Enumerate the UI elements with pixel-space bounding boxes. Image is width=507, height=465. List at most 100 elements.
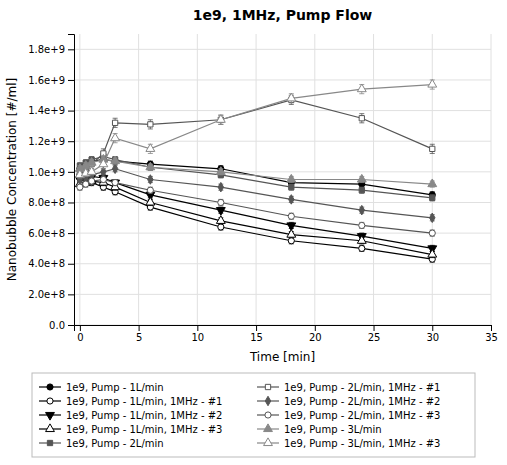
point bbox=[147, 187, 153, 193]
error-bar bbox=[289, 238, 294, 244]
point bbox=[357, 236, 366, 244]
point bbox=[89, 178, 95, 184]
y-tick-mark bbox=[68, 325, 74, 326]
series-line bbox=[80, 180, 432, 234]
legend-swatch-marker bbox=[47, 440, 52, 445]
point bbox=[112, 179, 118, 185]
x-tick-label: 10 bbox=[191, 332, 204, 343]
x-tick-label: 20 bbox=[309, 332, 322, 343]
data-area bbox=[75, 79, 436, 262]
x-axis: 0 5 10 15 20 25 30 35 bbox=[75, 325, 498, 343]
point bbox=[148, 122, 153, 127]
legend-item: 1e9, Pump - 1L/min bbox=[39, 382, 164, 393]
y-axis: 0.02.0e+84.0e+86.0e+88.0e+81.0e+91.2e+91… bbox=[28, 35, 74, 331]
x-axis-line bbox=[75, 326, 492, 332]
point bbox=[359, 188, 364, 193]
point bbox=[287, 174, 296, 182]
x-tick-mark bbox=[256, 325, 257, 331]
x-tick-label: 30 bbox=[426, 332, 439, 343]
point bbox=[87, 158, 96, 166]
x-tick-mark bbox=[197, 325, 198, 331]
grid-line-y bbox=[74, 202, 491, 203]
point bbox=[357, 84, 366, 92]
y-tick: 2.0e+8 bbox=[28, 289, 74, 300]
y-tick-mark bbox=[68, 172, 74, 173]
y-tick: 1.0e+9 bbox=[28, 167, 74, 178]
series-line bbox=[80, 157, 432, 198]
point bbox=[428, 79, 437, 87]
y-tick-mark bbox=[68, 111, 74, 112]
point bbox=[218, 182, 223, 191]
y-tick-label: 1.6e+9 bbox=[28, 75, 65, 86]
legend-swatch-marker bbox=[265, 396, 270, 405]
x-tick: 0 bbox=[77, 325, 83, 343]
x-tick-label: 0 bbox=[77, 332, 83, 343]
point bbox=[288, 238, 294, 244]
x-tick-label: 15 bbox=[250, 332, 263, 343]
error-bar bbox=[113, 118, 118, 127]
error-bar bbox=[113, 180, 118, 186]
y-axis-line bbox=[68, 35, 75, 326]
x-tick: 10 bbox=[191, 325, 204, 343]
legend-label: 1e9, Pump - 1L/min, 1MHz - #3 bbox=[66, 424, 222, 435]
y-tick: 1.4e+9 bbox=[28, 105, 74, 116]
x-tick-label: 5 bbox=[136, 332, 142, 343]
error-bar bbox=[148, 120, 153, 129]
grid-line-y bbox=[74, 110, 491, 111]
point bbox=[218, 199, 224, 205]
point bbox=[430, 195, 435, 200]
series bbox=[77, 156, 436, 197]
y-tick: 1.6e+9 bbox=[28, 75, 74, 86]
point bbox=[359, 222, 365, 228]
legend-item: 1e9, Pump - 3L/min bbox=[257, 424, 382, 435]
y-tick-mark bbox=[68, 264, 74, 265]
legend-item: 1e9, Pump - 1L/min, 1MHz - #2 bbox=[39, 410, 222, 421]
point bbox=[146, 197, 155, 205]
error-bar bbox=[113, 180, 118, 186]
point bbox=[216, 208, 225, 216]
legend-swatch-marker bbox=[264, 424, 273, 432]
x-tick-mark bbox=[432, 325, 433, 331]
y-tick-label: 0.0 bbox=[49, 320, 65, 331]
y-tick-label: 2.0e+8 bbox=[28, 289, 65, 300]
legend-label: 1e9, Pump - 3L/min, 1MHz - #3 bbox=[284, 438, 440, 449]
y-tick-mark bbox=[68, 49, 74, 50]
y-tick: 6.0e+8 bbox=[28, 228, 74, 239]
legend-label: 1e9, Pump - 2L/min bbox=[66, 438, 164, 449]
point bbox=[287, 93, 296, 101]
y-tick-mark bbox=[68, 141, 74, 142]
series-line bbox=[80, 85, 432, 175]
y-tick-mark bbox=[68, 202, 74, 203]
point bbox=[430, 213, 435, 222]
point bbox=[146, 144, 155, 152]
x-tick-mark bbox=[315, 325, 316, 331]
legend-item: 1e9, Pump - 1L/min, 1MHz - #3 bbox=[39, 424, 222, 435]
series-line bbox=[80, 160, 432, 195]
y-axis-title: Nanobubble Concentration [#/ml] bbox=[5, 78, 19, 281]
error-bar bbox=[430, 230, 435, 236]
point bbox=[428, 249, 437, 257]
x-tick: 25 bbox=[368, 325, 381, 343]
x-tick-mark bbox=[80, 325, 81, 331]
x-tick: 35 bbox=[485, 325, 498, 343]
legend-item: 1e9, Pump - 2L/min, 1MHz - #3 bbox=[257, 410, 440, 421]
point bbox=[359, 245, 365, 251]
series-line bbox=[80, 100, 432, 174]
point bbox=[146, 162, 155, 170]
x-tick-mark bbox=[374, 325, 375, 331]
point bbox=[288, 213, 294, 219]
legend-label: 1e9, Pump - 3L/min bbox=[284, 424, 382, 435]
legend-swatch-marker bbox=[46, 424, 55, 432]
series-line bbox=[80, 160, 432, 185]
error-bar bbox=[83, 181, 88, 187]
plot-root: 051015202530350.02.0e+84.0e+86.0e+88.0e+… bbox=[28, 34, 498, 343]
legend-item: 1e9, Pump - 3L/min, 1MHz - #3 bbox=[257, 438, 440, 449]
error-bar bbox=[289, 184, 294, 190]
y-tick-mark bbox=[68, 294, 74, 295]
point bbox=[111, 156, 120, 164]
grid-line-y bbox=[74, 294, 491, 295]
y-tick-label: 6.0e+8 bbox=[28, 228, 65, 239]
grid-line-x bbox=[373, 34, 374, 325]
point bbox=[359, 116, 364, 121]
point bbox=[216, 167, 225, 175]
